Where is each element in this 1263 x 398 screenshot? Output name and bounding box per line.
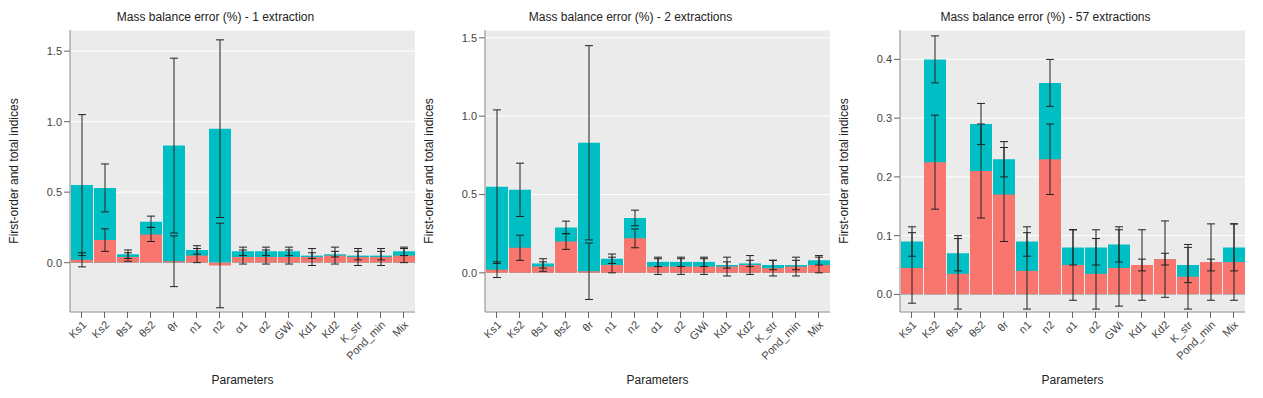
html-text:Mass balance error (%) - 2 ext: Mass balance error (%) - 2 extractions [528,10,733,24]
svg-text:Ks2: Ks2 [90,318,112,340]
svg-text:Ks2: Ks2 [920,318,942,340]
svg-text:0.5: 0.5 [47,186,62,198]
svg-text:0.3: 0.3 [877,112,892,124]
svg-text:1.5: 1.5 [462,32,477,44]
svg-text:θr: θr [580,318,596,334]
svg-text:θs2: θs2 [551,318,572,339]
svg-text:Mix: Mix [1220,318,1241,339]
svg-text:First-order and total indices: First-order and total indices [838,98,851,243]
svg-text:α1: α1 [1062,318,1079,335]
svg-text:GWi: GWi [1102,318,1126,342]
svg-text:Pond_min: Pond_min [344,318,388,362]
svg-text:α2: α2 [670,318,687,335]
svg-text:Kd2: Kd2 [319,318,342,341]
svg-text:GWi: GWi [272,318,296,342]
svg-text:Parameters: Parameters [1041,373,1103,387]
svg-text:0.5: 0.5 [462,188,477,200]
svg-text:θs1: θs1 [943,318,964,339]
svg-text:Kd1: Kd1 [711,318,733,340]
svg-text:1.5: 1.5 [47,45,62,57]
html-text:Mass balance error (%) - 57 ex: Mass balance error (%) - 57 extractions [940,10,1151,24]
svg-text:n1: n1 [1016,318,1033,335]
svg-text:0.0: 0.0 [877,288,892,300]
svg-text:0.4: 0.4 [877,53,892,65]
svg-text:0.0: 0.0 [462,267,477,279]
svg-text:θr: θr [165,318,181,334]
svg-text:K_str: K_str [752,318,780,346]
html-text:Mass balance error (%) - 1 ext: Mass balance error (%) - 1 extraction [116,10,315,24]
svg-text:Kd2: Kd2 [734,318,757,341]
svg-text:GWi: GWi [687,318,711,342]
svg-text:Parameters: Parameters [626,373,688,387]
svg-text:Parameters: Parameters [211,373,273,387]
svg-text:Ks1: Ks1 [482,318,504,340]
svg-text:Pond_min: Pond_min [1174,318,1218,362]
svg-text:n1: n1 [186,318,203,335]
svg-text:Mix: Mix [390,318,411,339]
svg-text:Kd1: Kd1 [1126,318,1148,340]
svg-text:0.2: 0.2 [877,171,892,183]
svg-text:α1: α1 [232,318,249,335]
svg-text:α2: α2 [255,318,272,335]
svg-text:Mix: Mix [805,318,826,339]
svg-text:Kd2: Kd2 [1149,318,1172,341]
svg-text:K_str: K_str [1167,318,1195,346]
svg-text:0.1: 0.1 [877,230,892,242]
svg-text:0.0: 0.0 [47,257,62,269]
svg-text:θr: θr [995,318,1011,334]
svg-text:Ks2: Ks2 [505,318,527,340]
svg-text:Kd1: Kd1 [296,318,318,340]
svg-text:Pond_min: Pond_min [759,318,803,362]
svg-text:θs2: θs2 [966,318,987,339]
svg-text:K_str: K_str [337,318,365,346]
svg-text:n2: n2 [209,318,226,335]
svg-text:n2: n2 [624,318,641,335]
svg-text:Ks1: Ks1 [67,318,89,340]
svg-text:θs2: θs2 [136,318,157,339]
svg-text:First-order and total indices: First-order and total indices [423,98,436,243]
svg-text:Ks1: Ks1 [897,318,919,340]
svg-text:α2: α2 [1085,318,1102,335]
svg-text:First-order and total indices: First-order and total indices [8,98,21,243]
svg-text:1.0: 1.0 [47,116,62,128]
svg-text:θs1: θs1 [113,318,134,339]
svg-text:n1: n1 [601,318,618,335]
svg-text:1.0: 1.0 [462,110,477,122]
svg-text:α1: α1 [647,318,664,335]
svg-text:n2: n2 [1039,318,1056,335]
svg-text:θs1: θs1 [528,318,549,339]
